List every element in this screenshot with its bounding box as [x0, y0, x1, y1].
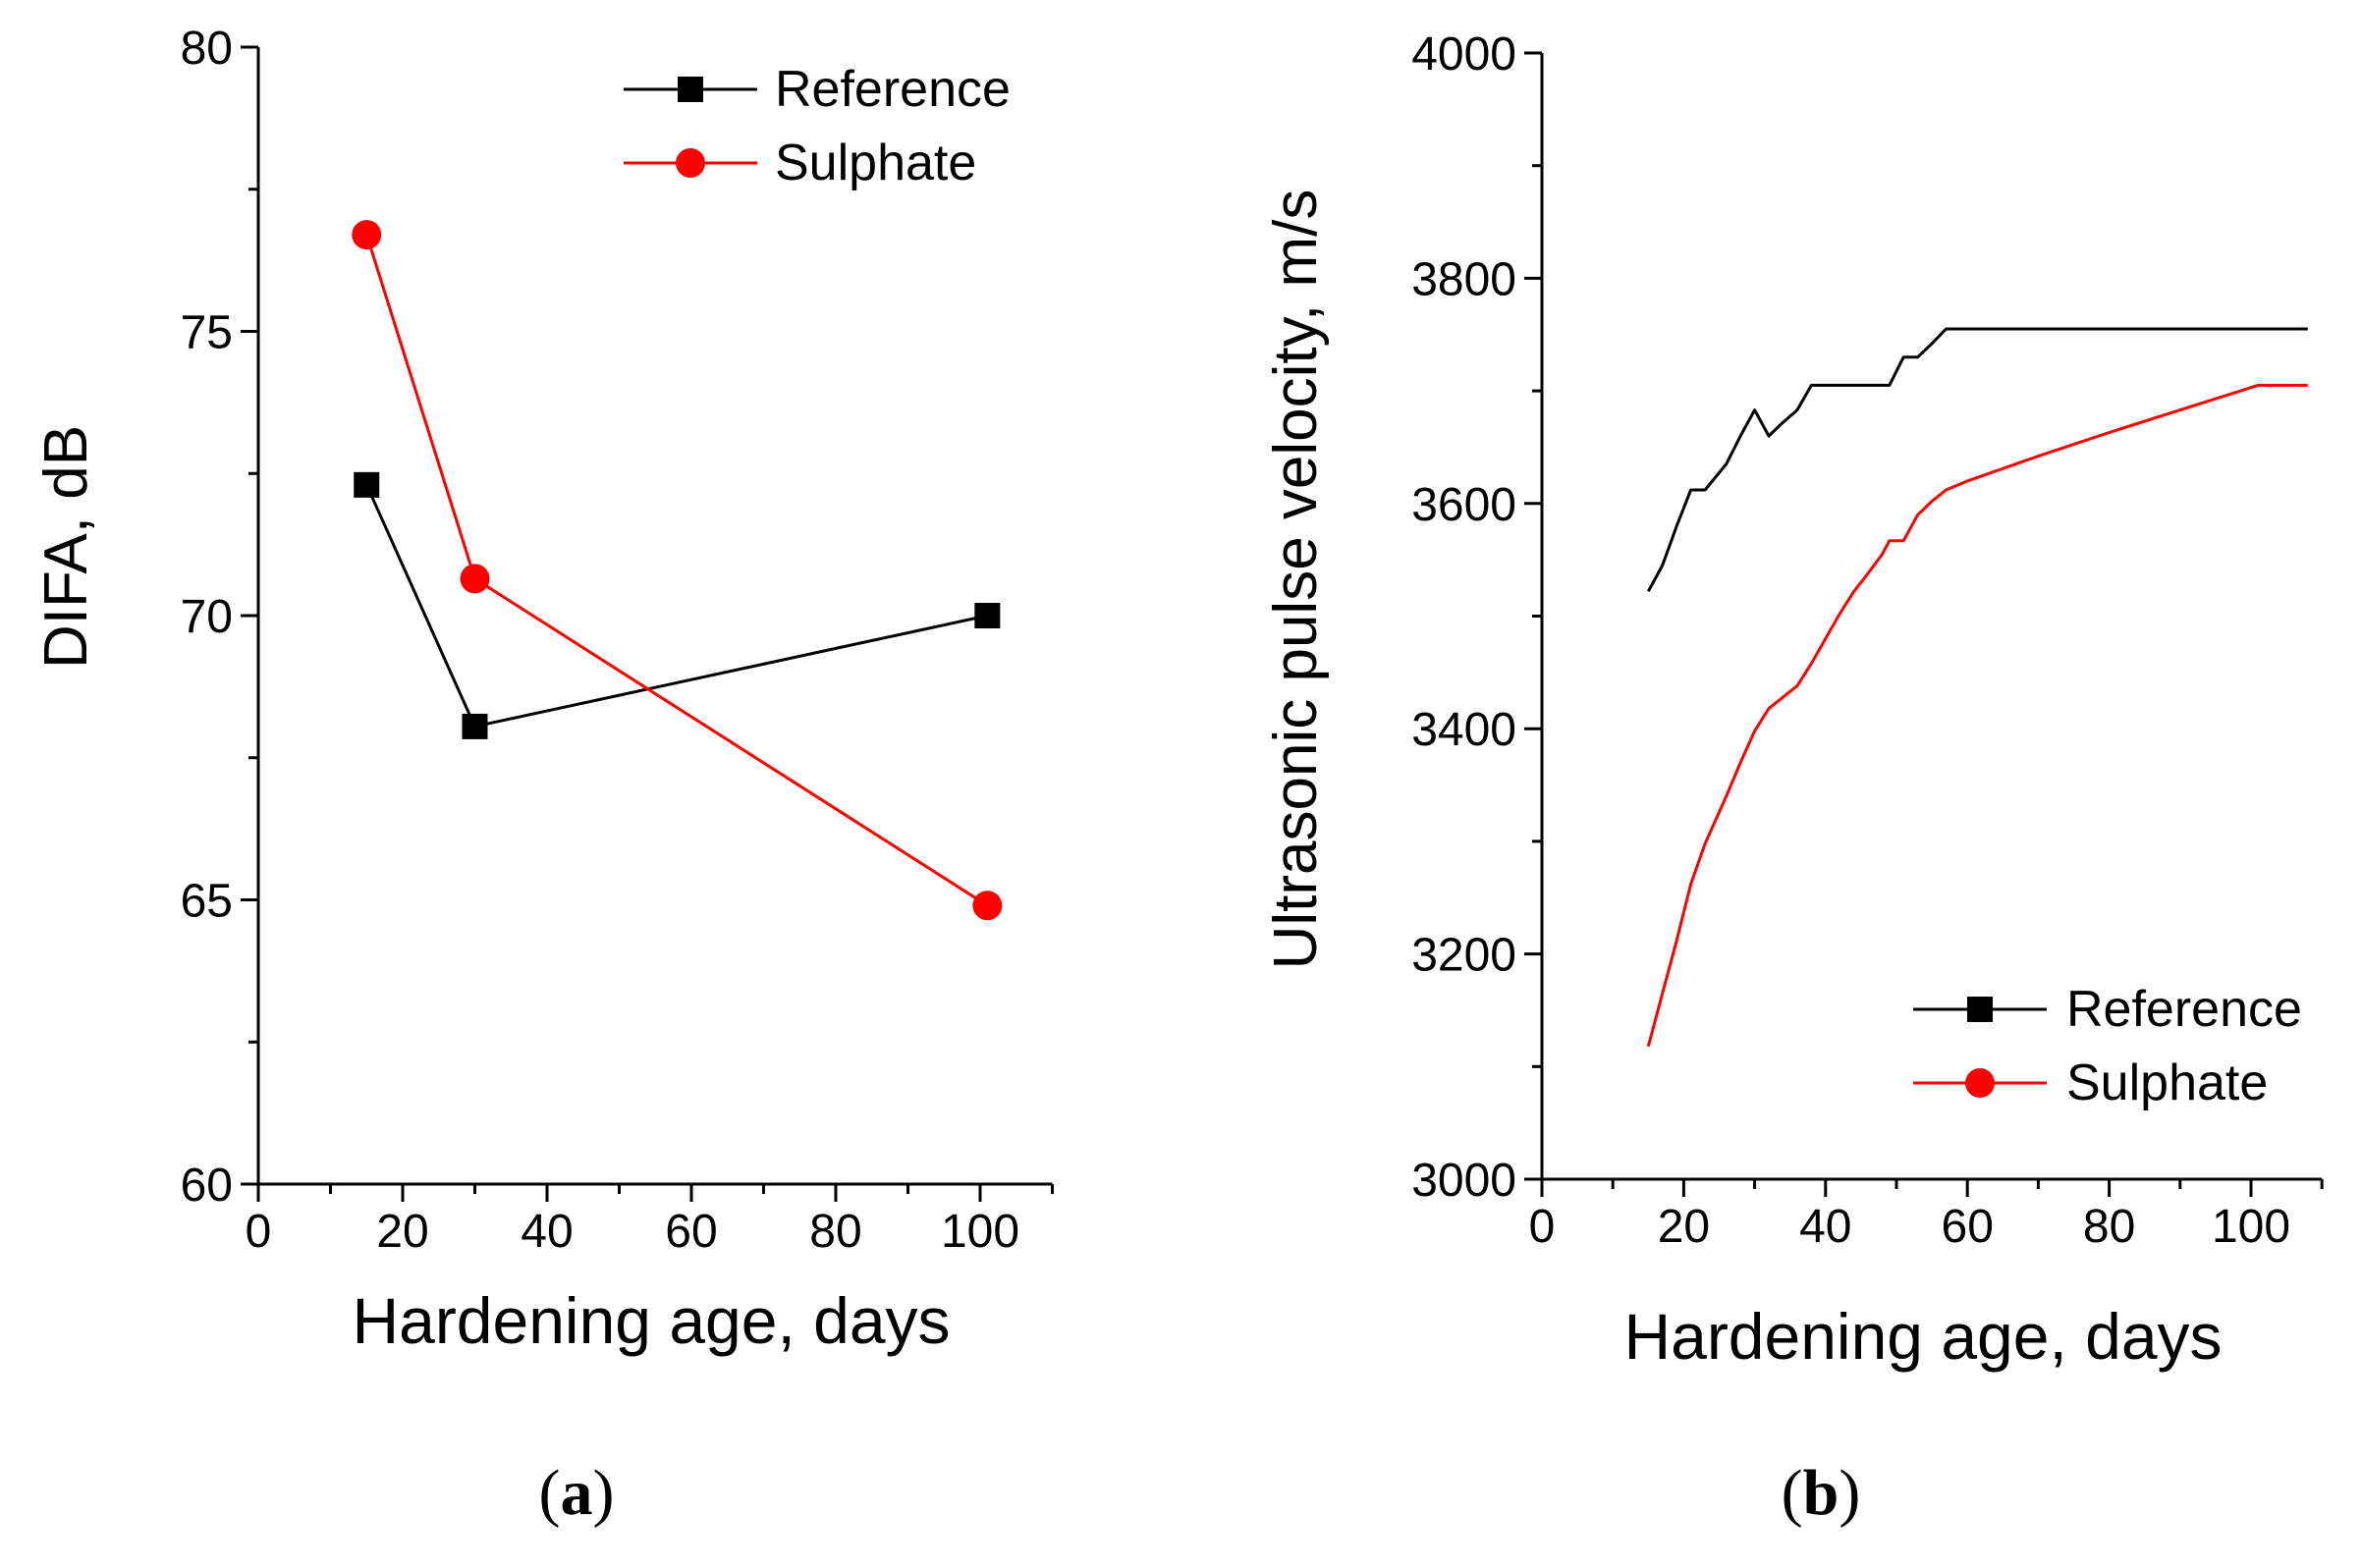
x-tick-label: 20 [1658, 1201, 1710, 1253]
legend-sulphate-label: Sulphate [2066, 1054, 2268, 1111]
panel-b-series [1646, 327, 2308, 1048]
legend-sulphate-marker [676, 148, 705, 178]
x-tick-label: 0 [1529, 1201, 1556, 1253]
data-point-sulphate [972, 891, 1003, 921]
y-tick-label: 3800 [1411, 253, 1516, 305]
x-tick-label: 80 [809, 1206, 861, 1258]
legend-sulphate-marker [1965, 1068, 1995, 1098]
panel-b-caption-letter: b [1803, 1457, 1839, 1529]
y-tick-label: 65 [181, 876, 233, 928]
panel-a-series [352, 220, 1003, 921]
y-tick-label: 75 [181, 307, 233, 359]
series-line-sulphate [1646, 383, 2308, 1048]
y-tick-label: 3600 [1411, 479, 1516, 531]
y-tick-label: 70 [181, 591, 233, 643]
x-tick-label: 60 [665, 1206, 717, 1258]
panel-b-ticks [1524, 51, 2324, 1197]
series-line-sulphate [364, 234, 989, 907]
x-tick-label: 60 [1942, 1201, 1994, 1253]
panel-b-tick-labels: 0 20 40 60 80 100 3000 3200 3400 3600 3800 4000 [1411, 28, 2290, 1253]
y-tick-label: 3200 [1411, 930, 1516, 982]
panel-a-ticks [241, 45, 1054, 1202]
panel-a-x-axis-label: Hardening age, days [352, 1284, 950, 1357]
legend-reference-label: Reference [2066, 981, 2302, 1038]
panel-a-tick-labels: 0 20 40 60 80 100 60 65 70 75 80 [181, 23, 1019, 1258]
panel-a-caption-letter: a [561, 1457, 593, 1529]
legend-reference-marker [678, 77, 703, 102]
y-tick-label: 4000 [1411, 28, 1516, 81]
legend-sulphate-label: Sulphate [775, 135, 976, 191]
y-tick-label: 3000 [1411, 1155, 1516, 1207]
panel-b-x-axis-label: Hardening age, days [1623, 1300, 2222, 1373]
data-point-reference [354, 471, 380, 498]
y-tick-label: 60 [181, 1160, 233, 1212]
panel-b-caption: (b) [1782, 1457, 1861, 1529]
series-line-reference [364, 484, 988, 729]
legend-reference-marker [1967, 997, 1993, 1022]
panel-b-velocity-chart: 0 20 40 60 80 100 3000 3200 3400 3600 3800 4000 Ref… [1262, 28, 2324, 1529]
x-tick-label: 100 [941, 1206, 1019, 1258]
panel-a-legend: Reference Sulphate [624, 61, 1011, 191]
x-tick-label: 0 [246, 1206, 272, 1258]
data-point-reference [974, 603, 1001, 628]
panel-b-legend: Reference Sulphate [1913, 981, 2302, 1111]
y-tick-label: 3400 [1411, 704, 1516, 756]
panel-a-y-axis-label: DIFA, dB [32, 425, 100, 669]
legend-reference-label: Reference [775, 61, 1011, 118]
panel-b-y-axis-label: Ultrasonic pulse velocity, m/s [1262, 189, 1330, 970]
x-tick-label: 100 [2212, 1201, 2290, 1253]
panel-a-difa-chart: 0 20 40 60 80 100 60 65 70 75 80 Reference Sulphat… [32, 23, 1054, 1529]
x-tick-label: 40 [521, 1206, 573, 1258]
data-point-reference [462, 713, 488, 739]
data-point-sulphate [460, 564, 490, 594]
data-point-sulphate [352, 220, 382, 250]
series-line-reference [1646, 327, 2308, 593]
x-tick-label: 20 [376, 1206, 428, 1258]
x-tick-label: 40 [1799, 1201, 1851, 1253]
y-tick-label: 80 [181, 23, 233, 75]
x-tick-label: 80 [2083, 1201, 2135, 1253]
panel-a-caption: (a) [539, 1457, 615, 1529]
